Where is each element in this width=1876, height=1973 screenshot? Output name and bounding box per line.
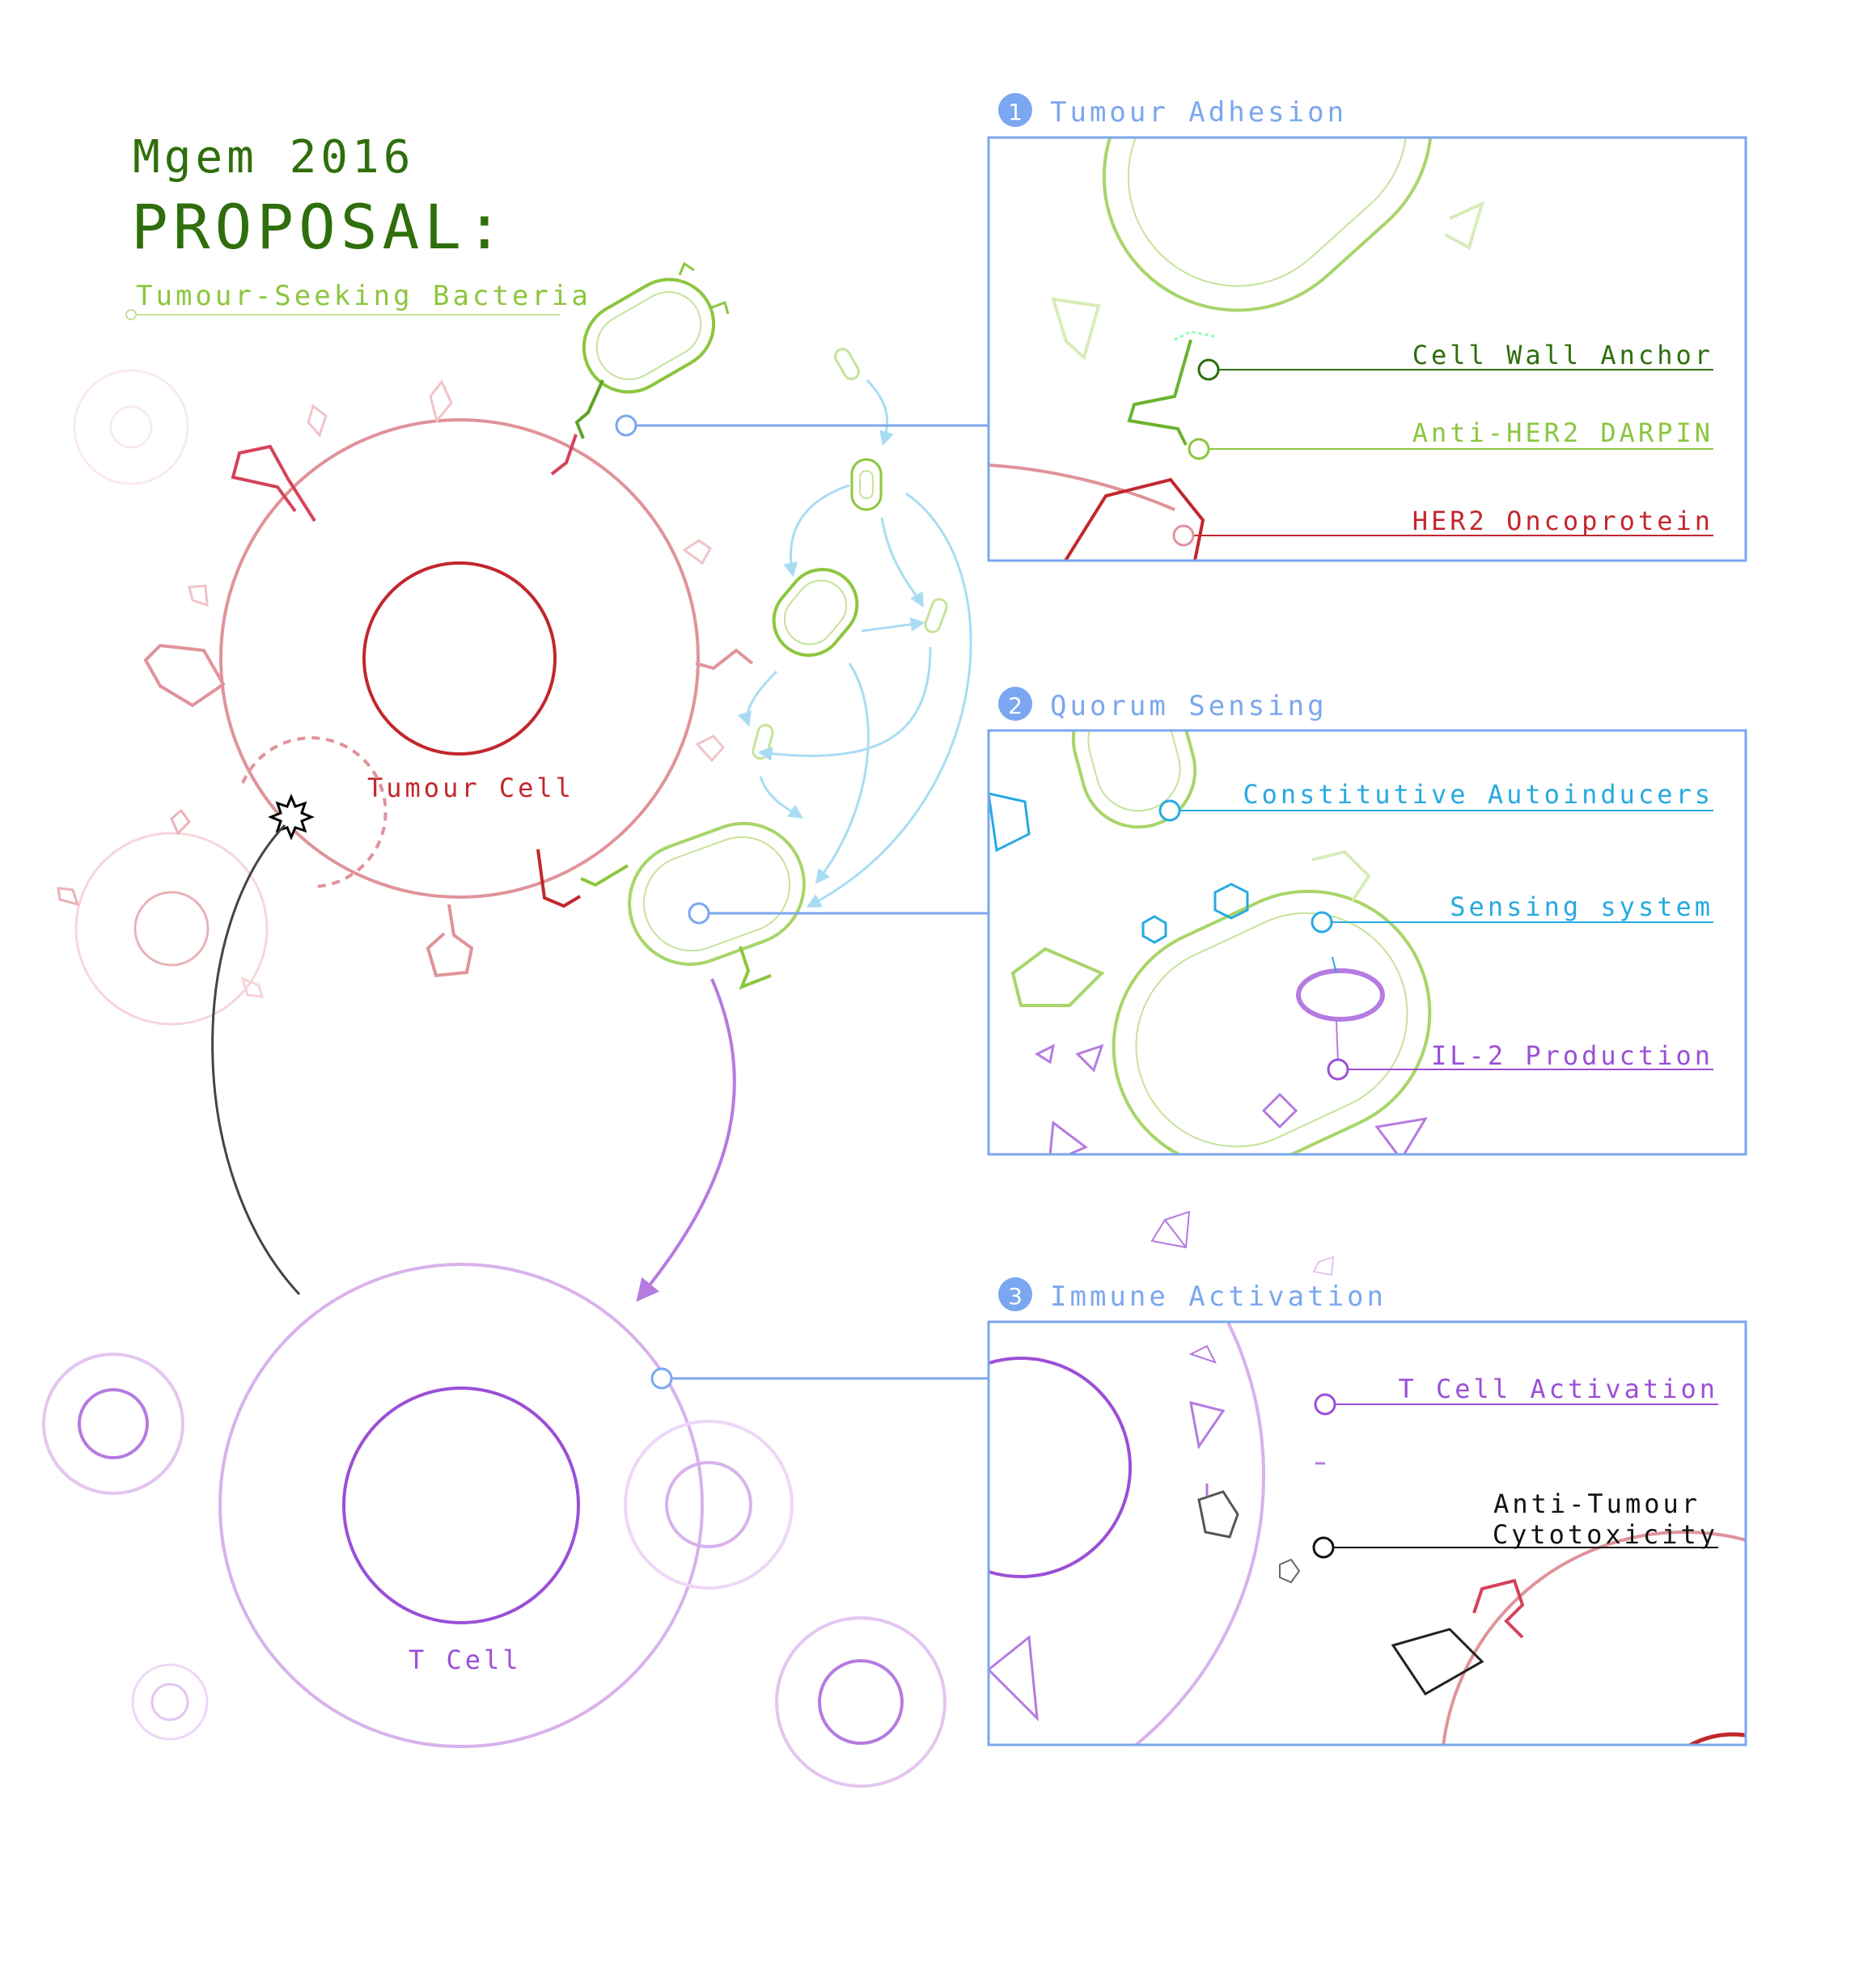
label-anti-her2-darpin: Anti-HER2 DARPIN: [1412, 417, 1713, 448]
panel-3-header: 3 Immune Activation: [998, 1277, 1387, 1313]
panel-2-title: Quorum Sensing: [1050, 690, 1328, 722]
label-t-cell-activation: T Cell Activation: [1398, 1374, 1718, 1404]
label-il2-production: IL-2 Production: [1431, 1040, 1713, 1071]
panel-2-frame: [987, 729, 1747, 1156]
autoinducer-pill: [850, 458, 883, 511]
label-sensing-system: Sensing system: [1450, 891, 1713, 922]
header-title: PROPOSAL:: [131, 191, 508, 263]
header-subtitle: Tumour-Seeking Bacteria: [136, 280, 591, 312]
autoinducer-pill: [834, 347, 860, 381]
panel-1-labels: Cell Wall Anchor Anti-HER2 DARPIN HER2 O…: [1172, 340, 1713, 547]
bacterium-top: [574, 261, 730, 439]
bacterium-lower: [580, 822, 806, 990]
panel-3-title: Immune Activation: [1050, 1281, 1387, 1313]
killed-cell-dashed: [241, 736, 387, 888]
label-cytotoxicity: Cytotoxicity: [1493, 1519, 1718, 1550]
panel-1-title: Tumour Adhesion: [1050, 96, 1347, 129]
subtitle-dot: [125, 309, 137, 320]
label-cell-wall-anchor: Cell Wall Anchor: [1412, 340, 1713, 370]
t-cell: [218, 1263, 704, 1748]
panel-1-number: 1: [1008, 99, 1023, 125]
autoinducer-pill: [924, 598, 948, 633]
faded-tumour-cell-left: [57, 808, 269, 1026]
panel-2: [989, 730, 1746, 1154]
label-constitutive-autoinducers: Constitutive Autoinducers: [1243, 779, 1713, 810]
label-her2-oncoprotein: HER2 Oncoprotein: [1412, 506, 1713, 536]
il2-molecule: [1312, 1255, 1335, 1277]
panel-3: [989, 1322, 1746, 1745]
bacterium-middle: [772, 568, 859, 657]
label-anti-tumour: Anti-Tumour: [1493, 1488, 1700, 1519]
quorum-arrows: [737, 379, 972, 908]
panel-3-labels: T Cell Activation Anti-Tumour Cytotoxici…: [1312, 1374, 1718, 1559]
tumour-cell-label: Tumour Cell: [367, 773, 574, 803]
t-cell-label: T Cell: [409, 1645, 522, 1675]
panel-1-frame: [987, 136, 1747, 562]
panel-3-frame: [987, 1320, 1747, 1746]
kill-star-icon: [268, 794, 315, 840]
panel-3-number: 3: [1008, 1283, 1023, 1310]
background-t-cells: [42, 1353, 946, 1788]
panel-1: [989, 138, 1746, 561]
connectors: [615, 414, 989, 1390]
panel-2-header: 2 Quorum Sensing: [998, 687, 1328, 722]
header-line1: Mgem 2016: [133, 131, 414, 184]
panel-2-labels: Constitutive Autoinducers Sensing system…: [1158, 779, 1713, 1081]
tumour-cell: [143, 379, 754, 978]
cytotoxic-arrow: [211, 823, 301, 1296]
panel-2-number: 2: [1008, 692, 1023, 719]
panel-1-header: 1 Tumour Adhesion: [998, 93, 1347, 129]
faded-tumour-cell-top: [73, 369, 189, 485]
autoinducer-pill: [859, 470, 874, 499]
il2-molecule: [1150, 1210, 1191, 1249]
il2-arrow: [636, 978, 736, 1302]
